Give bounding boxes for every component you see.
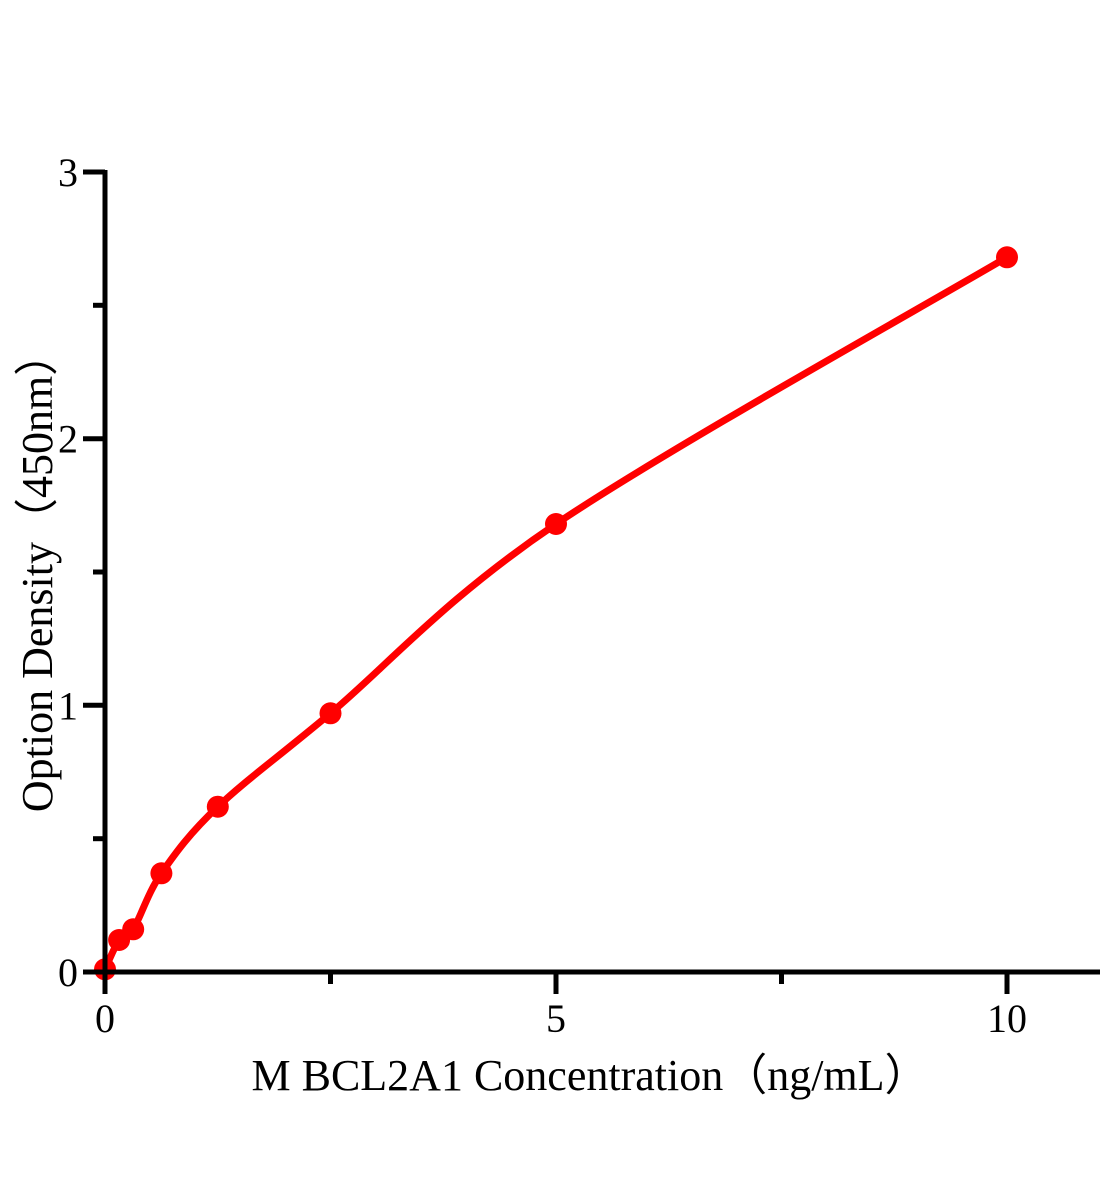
- data-point-marker-0.313: [122, 918, 145, 941]
- y-tick-label: 0: [58, 950, 78, 995]
- y-axis-title: Option Density（450nm）: [13, 332, 62, 812]
- data-point-marker-5: [545, 513, 567, 535]
- y-tick-label: 1: [58, 683, 78, 728]
- plot-area: 0 5 10 0 1 2 3: [58, 150, 1100, 1041]
- y-tick-label: 3: [58, 150, 78, 195]
- standard-curve-line: [101, 253, 1011, 973]
- x-tick-label: 10: [987, 996, 1027, 1041]
- x-tick-label: 5: [546, 996, 566, 1041]
- x-tick-label: 0: [95, 996, 115, 1041]
- data-point-marker-2.5: [319, 702, 342, 725]
- x-axis-title: M BCL2A1 Concentration（ng/mL）: [251, 1051, 928, 1100]
- data-point-marker-0.625: [150, 862, 173, 885]
- data-point-marker-10: [996, 246, 1018, 269]
- data-point-marker-1.25: [206, 795, 229, 818]
- y-tick-label: 2: [58, 417, 78, 462]
